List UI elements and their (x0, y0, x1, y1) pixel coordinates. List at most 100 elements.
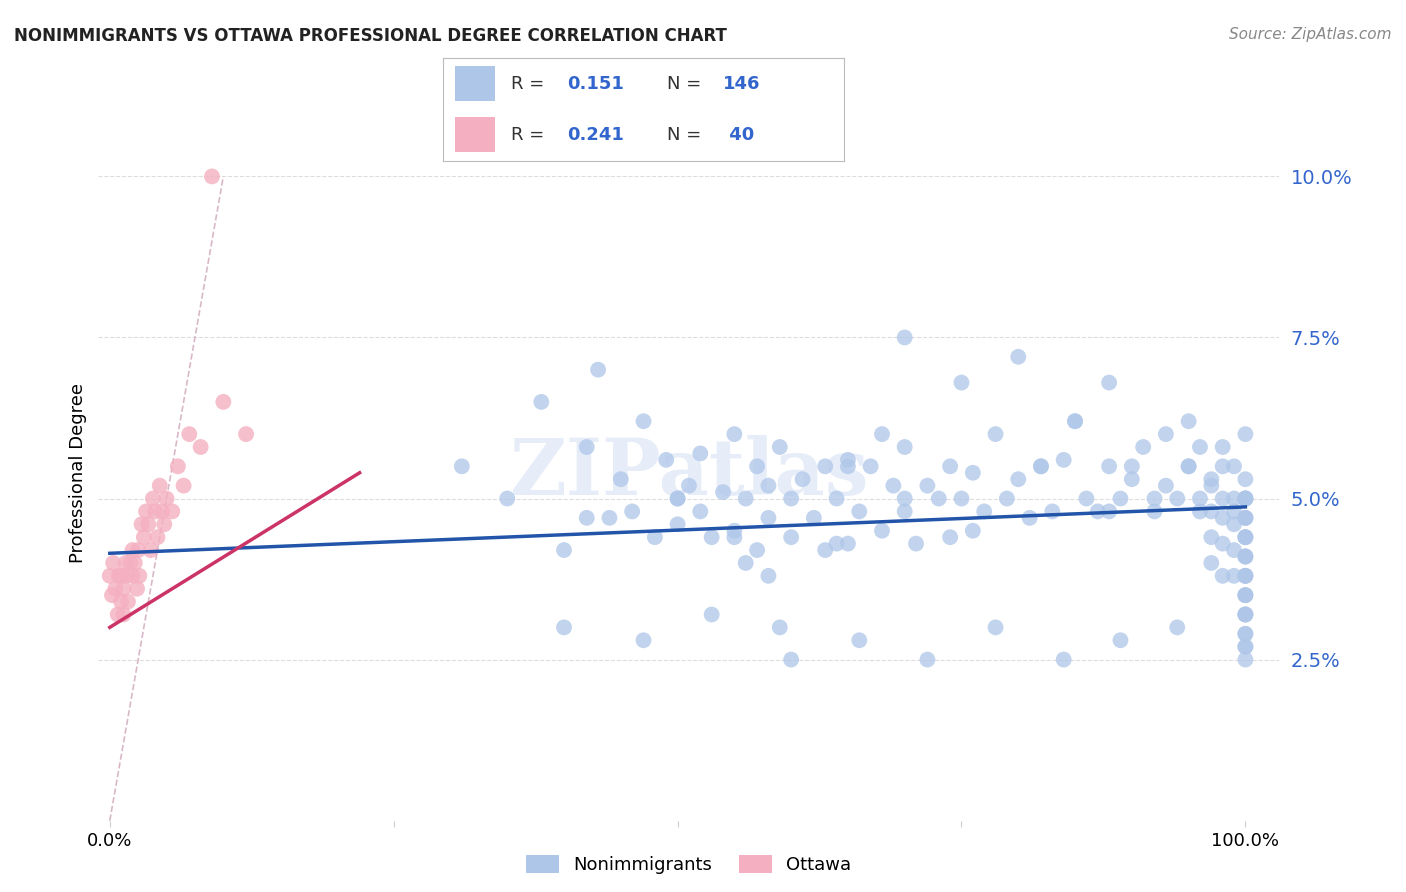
Point (1188, 440, 1211, 454)
Point (1234, 530, 1257, 544)
Point (1098, 459, 1121, 474)
Point (127, 543, 149, 558)
Point (1064, 414, 1087, 428)
Point (1234, 607, 1257, 622)
Point (1040, 504, 1063, 518)
Point (1223, 459, 1246, 474)
Point (928, 491, 950, 506)
Point (1234, 588, 1257, 602)
Point (825, 491, 848, 506)
Point (689, 446, 711, 460)
Point (1212, 459, 1234, 474)
Point (173, 478, 195, 492)
Point (1234, 652, 1257, 666)
Point (780, 530, 803, 544)
Point (780, 652, 803, 666)
Point (917, 652, 939, 666)
Point (530, 395, 553, 409)
Point (837, 536, 859, 550)
Point (1121, 459, 1143, 474)
Point (1234, 627, 1257, 641)
Point (150, 504, 173, 518)
Point (1234, 549, 1257, 564)
Point (131, 517, 153, 532)
Point (893, 330, 915, 344)
Point (666, 491, 689, 506)
Point (984, 427, 1007, 442)
Point (1201, 472, 1223, 486)
Point (814, 459, 837, 474)
Point (689, 504, 711, 518)
Text: 0.241: 0.241 (567, 126, 624, 144)
Point (734, 556, 756, 570)
Point (1064, 414, 1087, 428)
Point (1029, 459, 1052, 474)
Point (125, 582, 148, 596)
Point (112, 607, 135, 622)
Text: R =: R = (510, 126, 550, 144)
Text: 40: 40 (723, 126, 755, 144)
Point (179, 427, 201, 442)
Point (1234, 427, 1257, 442)
Point (633, 414, 655, 428)
Point (149, 478, 172, 492)
Point (450, 459, 472, 474)
Point (666, 491, 689, 506)
Y-axis label: Professional Degree: Professional Degree (69, 383, 87, 563)
Point (212, 395, 235, 409)
Point (1188, 491, 1211, 506)
Point (678, 478, 700, 492)
Point (1201, 556, 1223, 570)
Point (115, 569, 138, 583)
Point (1053, 453, 1076, 467)
Point (1212, 491, 1234, 506)
Point (734, 491, 756, 506)
Point (723, 530, 745, 544)
Point (1143, 504, 1166, 518)
Point (1234, 491, 1257, 506)
Point (1234, 511, 1257, 525)
Legend: Nonimmigrants, Ottawa: Nonimmigrants, Ottawa (519, 847, 859, 881)
Point (1098, 504, 1121, 518)
Point (120, 556, 142, 570)
Point (132, 530, 155, 544)
Point (814, 543, 837, 558)
Point (905, 536, 928, 550)
Point (167, 459, 190, 474)
Point (162, 504, 183, 518)
Text: R =: R = (510, 75, 550, 93)
Point (107, 607, 129, 622)
Point (700, 530, 723, 544)
Point (1154, 478, 1177, 492)
Text: N =: N = (668, 126, 707, 144)
Point (1234, 530, 1257, 544)
Text: N =: N = (668, 75, 707, 93)
Point (1234, 588, 1257, 602)
Point (235, 427, 257, 442)
Point (644, 530, 666, 544)
Point (110, 594, 132, 608)
Point (1201, 530, 1223, 544)
Text: Source: ZipAtlas.com: Source: ZipAtlas.com (1229, 27, 1392, 42)
Point (1177, 459, 1199, 474)
Point (117, 594, 139, 608)
Point (1201, 504, 1223, 518)
Point (1212, 440, 1234, 454)
Point (1166, 491, 1188, 506)
Point (723, 524, 745, 538)
Point (666, 517, 689, 532)
Point (1234, 511, 1257, 525)
Point (939, 530, 962, 544)
Point (882, 478, 904, 492)
Point (128, 569, 150, 583)
Point (1234, 640, 1257, 654)
Point (1212, 569, 1234, 583)
Point (1018, 511, 1040, 525)
Point (121, 569, 143, 583)
Text: 0.151: 0.151 (567, 75, 624, 93)
Point (112, 582, 135, 596)
Point (950, 491, 973, 506)
Point (1132, 440, 1154, 454)
Point (655, 453, 678, 467)
Point (135, 504, 157, 518)
